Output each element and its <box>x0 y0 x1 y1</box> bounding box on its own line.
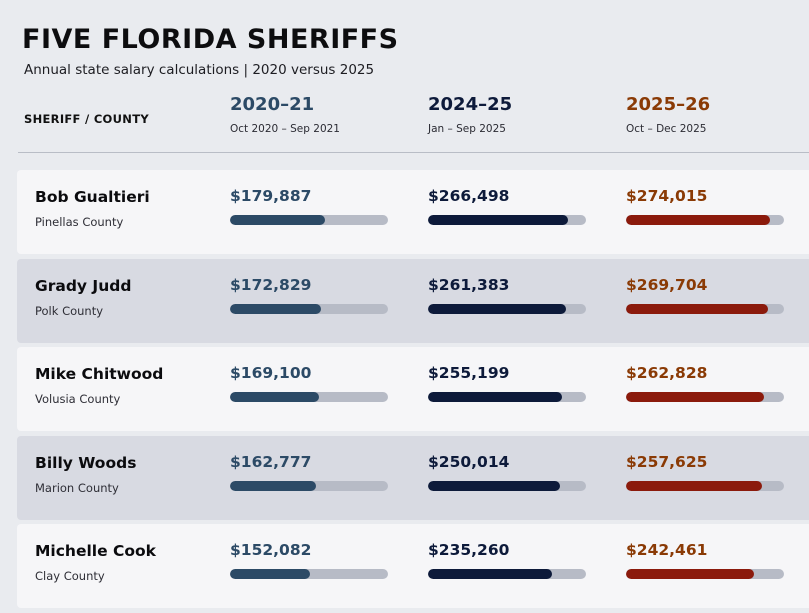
salary-cell-2020: $169,100 <box>230 364 390 402</box>
period-title-2020: 2020–21 <box>230 94 315 115</box>
county-name: Clay County <box>35 569 105 583</box>
salary-bar-2024 <box>428 480 560 491</box>
salary-label-2020: $172,829 <box>230 275 312 294</box>
salary-cell-2024: $261,383 <box>428 276 588 314</box>
salary-label-2024: $250,014 <box>428 452 510 471</box>
salary-cell-2025: $242,461 <box>626 541 786 579</box>
chart-title: FIVE FLORIDA SHERIFFS <box>22 24 399 55</box>
period-dates-2024: Jan – Sep 2025 <box>428 123 506 135</box>
sheriff-rows: Bob Gualtieri Pinellas County $179,887 $266… <box>17 170 809 613</box>
salary-bar-track-2024 <box>428 215 586 225</box>
county-name: Pinellas County <box>35 215 124 229</box>
salary-cell-2020: $152,082 <box>230 541 390 579</box>
salary-label-2020: $169,100 <box>230 364 312 382</box>
salary-label-2025: $242,461 <box>626 541 708 559</box>
salary-bar-track-2025 <box>626 392 784 402</box>
salary-bar-2025 <box>626 480 762 491</box>
sheriff-row: Michelle Cook Clay County $152,082 $235,260… <box>17 524 809 608</box>
salary-label-2024: $261,383 <box>428 275 510 294</box>
salary-label-2025: $257,625 <box>626 452 708 471</box>
sheriff-name: Michelle Cook <box>35 542 156 560</box>
sheriff-row: Grady Judd Polk County $172,829 $261,383 $26… <box>17 258 809 343</box>
salary-bar-track-2024 <box>428 480 586 491</box>
period-dates-2020: Oct 2020 – Sep 2021 <box>230 123 340 135</box>
salary-bar-track-2020 <box>230 569 388 579</box>
salary-bar-2024 <box>428 303 566 314</box>
salary-bar-2020 <box>230 392 320 402</box>
period-header-2020: 2020–21 Oct 2020 – Sep 2021 <box>230 94 340 135</box>
sheriff-name: Mike Chitwood <box>35 365 164 383</box>
salary-cell-2020: $162,777 <box>230 453 390 491</box>
salary-bar-track-2024 <box>428 569 586 579</box>
header-divider <box>18 152 809 153</box>
salary-cell-2020: $179,887 <box>230 187 390 225</box>
period-title-2025: 2025–26 <box>626 94 711 115</box>
sheriff-row: Mike Chitwood Volusia County $169,100 $255,… <box>17 347 809 431</box>
salary-cell-2020: $172,829 <box>230 276 390 314</box>
salary-bar-track-2024 <box>428 392 586 402</box>
salary-bar-2020 <box>230 303 321 314</box>
salary-bar-track-2024 <box>428 303 586 314</box>
sheriff-name: Billy Woods <box>35 453 137 472</box>
salary-bar-track-2020 <box>230 215 388 225</box>
salary-label-2020: $179,887 <box>230 187 312 205</box>
salary-cell-2024: $235,260 <box>428 541 588 579</box>
salary-bar-2025 <box>626 392 765 402</box>
salary-label-2020: $152,082 <box>230 541 312 559</box>
sheriff-row: Billy Woods Marion County $162,777 $250,014… <box>17 435 809 520</box>
county-name: Marion County <box>35 480 119 495</box>
salary-label-2025: $262,828 <box>626 364 708 382</box>
salary-bar-2020 <box>230 215 325 225</box>
salary-label-2025: $269,704 <box>626 275 708 294</box>
salary-cell-2024: $266,498 <box>428 187 588 225</box>
salary-cell-2025: $257,625 <box>626 453 786 491</box>
chart-subtitle: Annual state salary calculations | 2020 … <box>24 62 375 78</box>
salary-label-2024: $255,199 <box>428 364 510 382</box>
period-title-2024: 2024–25 <box>428 94 513 115</box>
salary-bar-2025 <box>626 303 768 314</box>
period-header-2025: 2025–26 Oct – Dec 2025 <box>626 94 710 135</box>
salary-bar-track-2025 <box>626 569 784 579</box>
sheriff-name: Bob Gualtieri <box>35 188 150 206</box>
salary-bar-track-2020 <box>230 480 388 491</box>
salary-cell-2025: $262,828 <box>626 364 786 402</box>
salary-bar-track-2025 <box>626 215 784 225</box>
salary-bar-2020 <box>230 480 316 491</box>
county-name: Polk County <box>35 303 104 318</box>
sheriff-name: Grady Judd <box>35 276 132 295</box>
salary-bar-2024 <box>428 569 552 579</box>
salary-bar-track-2020 <box>230 303 388 314</box>
salary-label-2024: $266,498 <box>428 187 510 205</box>
salary-bar-2025 <box>626 215 771 225</box>
salary-bar-track-2020 <box>230 392 388 402</box>
salary-label-2025: $274,015 <box>626 187 708 205</box>
salary-cell-2025: $274,015 <box>626 187 786 225</box>
salary-cell-2025: $269,704 <box>626 276 786 314</box>
period-header-2024: 2024–25 Jan – Sep 2025 <box>428 94 512 135</box>
salary-bar-track-2025 <box>626 303 784 314</box>
salary-cell-2024: $255,199 <box>428 364 588 402</box>
salary-bar-2024 <box>428 392 563 402</box>
period-dates-2025: Oct – Dec 2025 <box>626 123 707 135</box>
sheriff-row: Bob Gualtieri Pinellas County $179,887 $266… <box>17 170 809 254</box>
salary-bar-2025 <box>626 569 754 579</box>
salary-label-2024: $235,260 <box>428 541 510 559</box>
salary-bar-track-2025 <box>626 480 784 491</box>
county-name: Volusia County <box>35 392 121 406</box>
salary-cell-2024: $250,014 <box>428 453 588 491</box>
salary-bar-2020 <box>230 569 311 579</box>
sheriff-column-header: SHERIFF / COUNTY <box>24 112 149 126</box>
salary-bar-2024 <box>428 215 569 225</box>
salary-label-2020: $162,777 <box>230 452 312 471</box>
